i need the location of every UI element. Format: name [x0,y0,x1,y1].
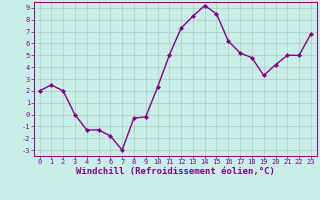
X-axis label: Windchill (Refroidissement éolien,°C): Windchill (Refroidissement éolien,°C) [76,167,275,176]
